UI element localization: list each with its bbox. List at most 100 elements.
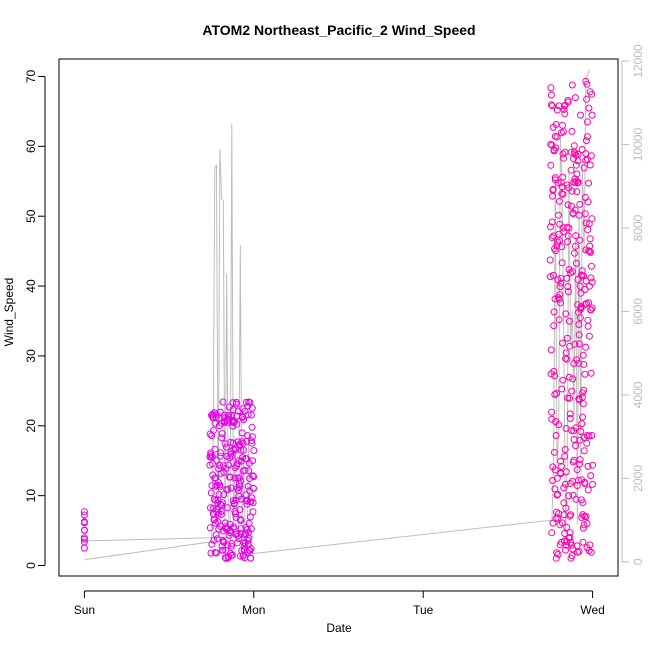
data-point (239, 454, 247, 461)
data-point (559, 128, 567, 136)
y2-tick-label: 12000 (631, 44, 645, 78)
data-point (216, 452, 224, 460)
data-point (249, 472, 257, 480)
data-point (586, 161, 594, 169)
data-point (220, 491, 228, 499)
data-point (588, 215, 596, 223)
data-point (569, 375, 577, 383)
data-point (558, 190, 566, 198)
data-point (207, 451, 215, 459)
data-point (564, 283, 572, 290)
data-point (80, 526, 88, 534)
x-tick-label: Sun (74, 603, 95, 617)
plot-frame (58, 58, 619, 577)
data-point (562, 504, 570, 512)
data-point (232, 513, 240, 521)
data-point (587, 274, 595, 282)
data-point (578, 146, 586, 153)
data-point (574, 150, 582, 158)
data-point (562, 310, 570, 318)
data-point (578, 393, 586, 401)
data-point (572, 424, 580, 432)
data-point (249, 457, 257, 465)
data-point (217, 469, 225, 477)
data-point (563, 334, 571, 342)
data-point (548, 529, 556, 537)
data-point (582, 137, 590, 145)
data-point (548, 415, 556, 423)
data-point (566, 512, 574, 520)
data-point (217, 449, 225, 457)
data-point (555, 316, 563, 324)
data-point (582, 513, 590, 521)
data-point (229, 422, 237, 430)
data-point (561, 110, 569, 118)
data-point (216, 483, 224, 491)
data-point (582, 156, 590, 164)
data-point (579, 400, 587, 408)
data-point (549, 185, 557, 193)
data-point (550, 322, 558, 330)
x-tick-label: Wed (580, 603, 604, 617)
data-point (235, 480, 243, 488)
y-tick-label: 60 (24, 139, 38, 153)
data-point (239, 446, 247, 454)
data-point (210, 516, 218, 524)
data-point (565, 492, 573, 500)
data-point (547, 223, 554, 231)
data-point (547, 101, 555, 109)
data-point (233, 420, 241, 428)
data-point (236, 506, 244, 514)
data-point (80, 518, 88, 526)
data-point (232, 446, 240, 454)
data-point (219, 398, 227, 406)
data-point (240, 416, 248, 424)
data-point (560, 154, 567, 162)
data-point (565, 373, 573, 381)
data-point (581, 210, 589, 218)
data-point (220, 468, 228, 476)
data-point (207, 453, 215, 461)
secondary-series-line (84, 536, 254, 542)
y2-tick-label: 8000 (631, 214, 645, 241)
data-point (574, 276, 582, 283)
data-point (553, 390, 561, 397)
data-point (228, 551, 236, 559)
data-point (580, 447, 588, 455)
data-point (585, 247, 593, 255)
data-point (566, 414, 574, 422)
data-point (224, 485, 232, 493)
data-point (573, 482, 581, 489)
data-point (546, 256, 554, 264)
data-point (584, 133, 591, 141)
data-point (553, 549, 561, 557)
data-point (557, 279, 565, 287)
data-point (237, 446, 245, 454)
data-point (247, 411, 255, 419)
data-point (565, 317, 573, 325)
data-point (575, 340, 583, 348)
data-point (549, 271, 557, 279)
data-point (567, 511, 575, 519)
y2-tick-label: 10000 (631, 128, 645, 162)
data-point (550, 308, 558, 316)
y2-tick-label: 0 (631, 558, 645, 565)
data-point (586, 541, 594, 549)
data-point (574, 157, 582, 165)
y2-tick-label: 2000 (631, 465, 645, 492)
data-point (241, 466, 249, 474)
data-point (242, 398, 250, 406)
data-point (547, 140, 555, 148)
data-point (574, 476, 582, 484)
y-tick-label: 40 (24, 279, 38, 293)
data-point (575, 211, 583, 219)
data-point (212, 531, 220, 539)
data-point (224, 541, 232, 549)
data-point (218, 434, 226, 442)
data-point (576, 282, 584, 290)
data-point (554, 550, 562, 558)
data-point (585, 432, 593, 440)
data-point (582, 343, 590, 351)
data-point (567, 269, 575, 277)
